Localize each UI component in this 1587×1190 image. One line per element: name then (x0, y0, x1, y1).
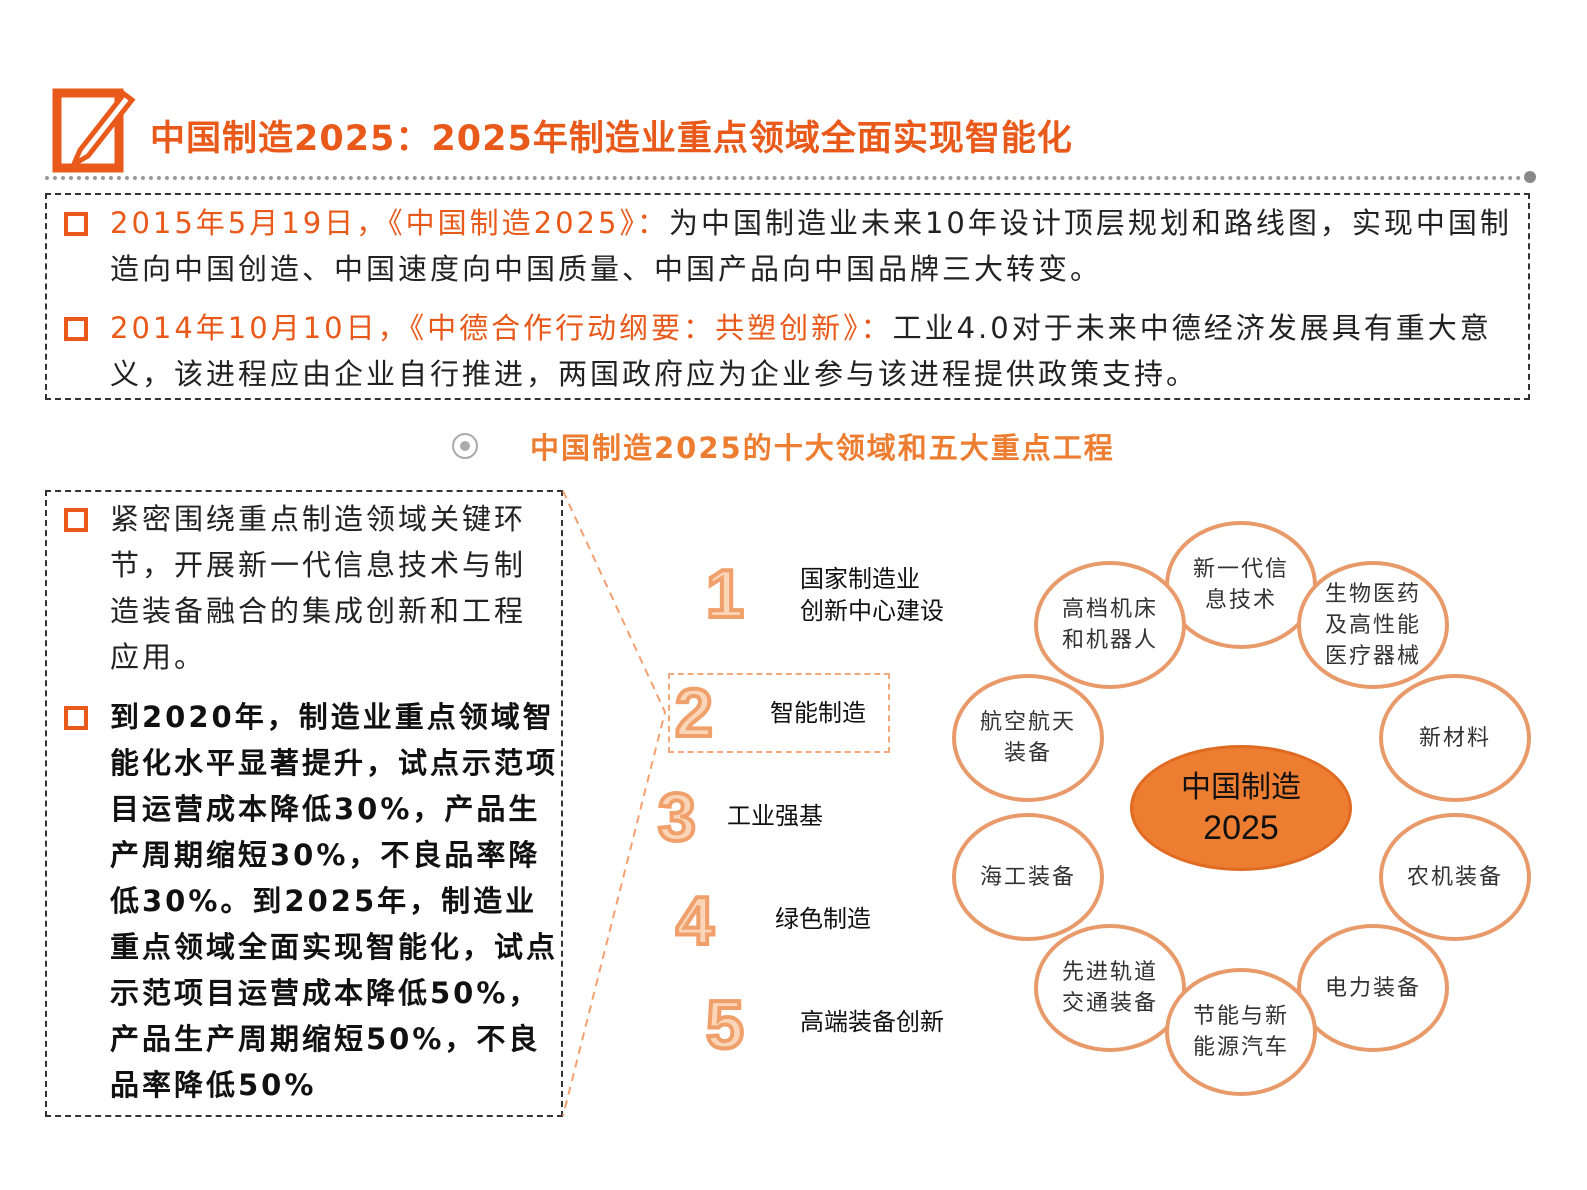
project-number: 3 (656, 777, 698, 857)
bullet-square-icon (64, 508, 88, 532)
divider (45, 176, 1530, 180)
field-circle: 生物医药 及高性能 医疗器械 (1297, 561, 1449, 689)
target-box (45, 490, 563, 1117)
project-number: 4 (674, 881, 716, 961)
callout-connector (562, 490, 667, 1117)
policy-text: 工业4.0对于未来中德经济发展具有重大意义，该进程应由企业自行推进，两国政府应为… (110, 311, 1492, 391)
field-circle: 电力装备 (1297, 924, 1449, 1052)
policy-date-title: 2014年10月10日，《中德合作行动纲要：共塑创新》： (110, 311, 893, 345)
project-number: 5 (704, 985, 746, 1065)
project-label: 绿色制造 (775, 905, 871, 933)
section-subtitle: 中国制造2025的十大领域和五大重点工程 (530, 431, 1115, 465)
policy-box (45, 193, 1530, 400)
project-label: 高端装备创新 (800, 1008, 944, 1036)
page-title: 中国制造2025：2025年制造业重点领域全面实现智能化 (150, 119, 1073, 159)
center-ellipse: 中国制造 2025 (1130, 745, 1352, 871)
policy-text: 为中国制造业未来10年设计顶层规划和路线图，实现中国制造向中国创造、中国速度向中… (110, 206, 1512, 286)
project-label-line: 创新中心建设 (800, 597, 944, 625)
center-label: 2025 (1203, 809, 1279, 847)
field-circle: 新一代信 息技术 (1165, 521, 1317, 649)
target-item: 到2020年，制造业重点领域智能化水平显著提升，试点示范项目运营成本降低30%，… (110, 700, 559, 1102)
target-item: 紧密围绕重点制造领域关键环节，开展新一代信息技术与制造装备融合的集成创新和工程应… (110, 502, 527, 674)
project-number: 1 (704, 554, 746, 634)
center-label: 中国制造 (1181, 770, 1301, 805)
field-circle: 先进轨道 交通装备 (1034, 924, 1186, 1052)
pencil-note-icon (52, 88, 136, 173)
field-circle: 农机装备 (1379, 813, 1531, 941)
field-circle: 新材料 (1379, 674, 1531, 802)
bullet-square-icon (64, 706, 88, 730)
project-label: 工业强基 (727, 802, 823, 830)
highlight-box (668, 673, 890, 753)
field-circle: 航空航天 装备 (952, 674, 1104, 802)
radio-bullet-icon (452, 433, 478, 459)
bullet-square-icon (64, 317, 88, 341)
policy-item: 2015年5月19日，《中国制造2025》：为中国制造业未来10年设计顶层规划和… (110, 200, 1520, 292)
field-circle: 节能与新 能源汽车 (1165, 968, 1317, 1096)
project-number: 2 (673, 673, 715, 753)
field-circle: 海工装备 (952, 813, 1104, 941)
bullet-square-icon (64, 212, 88, 236)
field-circle: 高档机床 和机器人 (1034, 561, 1186, 689)
divider-end-dot (1524, 171, 1536, 183)
project-label: 国家制造业创新中心建设 (800, 563, 944, 627)
policy-date-title: 2015年5月19日，《中国制造2025》： (110, 206, 669, 240)
policy-item: 2014年10月10日，《中德合作行动纲要：共塑创新》：工业4.0对于未来中德经… (110, 305, 1520, 397)
project-label-line: 国家制造业 (800, 565, 920, 593)
project-label: 智能制造 (770, 699, 866, 727)
